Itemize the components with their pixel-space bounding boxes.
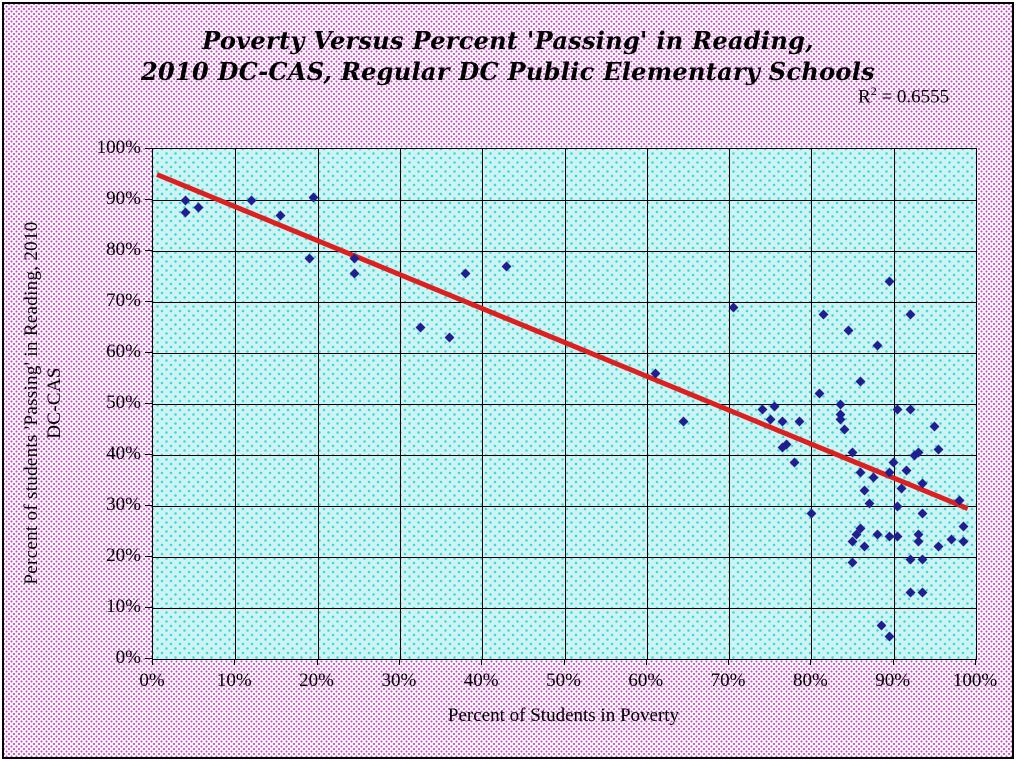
y-axis-title-line-1: Percent of students 'Passing' in Reading… <box>21 221 42 585</box>
x-axis-tick-label: 60% <box>628 670 664 691</box>
r-squared-exponent: 2 <box>870 84 877 98</box>
y-axis-title: Percent of students 'Passing' in Reading… <box>20 148 66 658</box>
y-axis-tick-label: 30% <box>106 494 141 515</box>
y-axis-tick-label: 90% <box>106 188 141 209</box>
y-axis-tick-label: 100% <box>96 137 141 158</box>
y-axis-tick-mark <box>145 505 152 506</box>
x-axis-tick-mark <box>152 659 153 665</box>
x-axis-tick-mark <box>563 659 565 665</box>
y-axis-tick-mark <box>145 199 152 200</box>
gridline-vertical <box>646 149 648 659</box>
y-axis-tick-mark <box>145 403 152 404</box>
x-axis-tick-mark <box>975 659 976 665</box>
y-axis-tick-label: 80% <box>106 239 141 260</box>
chart-title-line-2: 2010 DC-CAS, Regular DC Public Elementar… <box>141 57 875 86</box>
y-axis-tick-mark <box>145 148 152 149</box>
x-axis-tick-mark <box>728 659 730 665</box>
y-axis-tick-mark <box>145 607 152 608</box>
gridline-vertical <box>399 149 401 659</box>
x-axis-tick-mark <box>810 659 812 665</box>
x-axis-title: Percent of Students in Poverty <box>447 705 680 726</box>
x-axis-tick-mark <box>316 659 318 665</box>
x-axis-tick-label: 70% <box>710 670 746 691</box>
x-axis-tick-label: 90% <box>875 670 911 691</box>
x-axis-tick-label: 10% <box>216 670 252 691</box>
y-axis-tick-label: 20% <box>106 545 141 566</box>
gridline-vertical <box>482 149 484 659</box>
gridline-vertical <box>564 149 566 659</box>
x-axis-tick-label: 80% <box>792 670 828 691</box>
x-axis-tick-mark <box>892 659 894 665</box>
x-axis-tick-label: 30% <box>381 670 417 691</box>
chart-title-line-1: Poverty Versus Percent 'Passing' in Read… <box>202 26 814 55</box>
y-axis-tick-mark <box>145 250 152 251</box>
gridline-vertical <box>893 149 895 659</box>
r-squared-label: R2 = 0.6555 <box>858 84 950 108</box>
plot-area <box>152 148 977 660</box>
y-axis-tick-label: 60% <box>106 341 141 362</box>
x-axis-tick-label: 50% <box>546 670 581 691</box>
y-axis-tick-label: 10% <box>106 596 141 617</box>
x-axis-tick-label: 40% <box>463 670 499 691</box>
x-axis-tick-mark <box>398 659 400 665</box>
y-axis-title-line-2: DC-CAS <box>44 367 65 439</box>
trend-line <box>156 172 969 511</box>
y-axis-tick-mark <box>145 454 152 455</box>
y-axis-tick-mark <box>145 301 152 302</box>
y-axis-tick-mark <box>145 658 152 659</box>
y-axis-tick-mark <box>145 352 152 353</box>
gridline-vertical <box>729 149 731 659</box>
y-axis-tick-label: 70% <box>106 290 141 311</box>
x-axis-tick-mark <box>481 659 483 665</box>
chart-title: Poverty Versus Percent 'Passing' in Read… <box>0 25 1016 87</box>
y-axis-tick-mark <box>145 556 152 557</box>
x-axis-tick-mark <box>645 659 647 665</box>
x-axis-tick-mark <box>234 659 236 665</box>
gridline-vertical <box>235 149 237 659</box>
gridline-vertical <box>811 149 813 659</box>
x-axis-tick-label: 100% <box>952 670 998 691</box>
x-axis-tick-label: 20% <box>299 670 334 691</box>
x-axis-tick-label: 0% <box>139 670 165 691</box>
gridline-vertical <box>317 149 319 659</box>
y-axis-tick-label: 0% <box>115 647 141 668</box>
y-axis-tick-label: 40% <box>106 443 141 464</box>
y-axis-tick-label: 50% <box>106 392 141 413</box>
